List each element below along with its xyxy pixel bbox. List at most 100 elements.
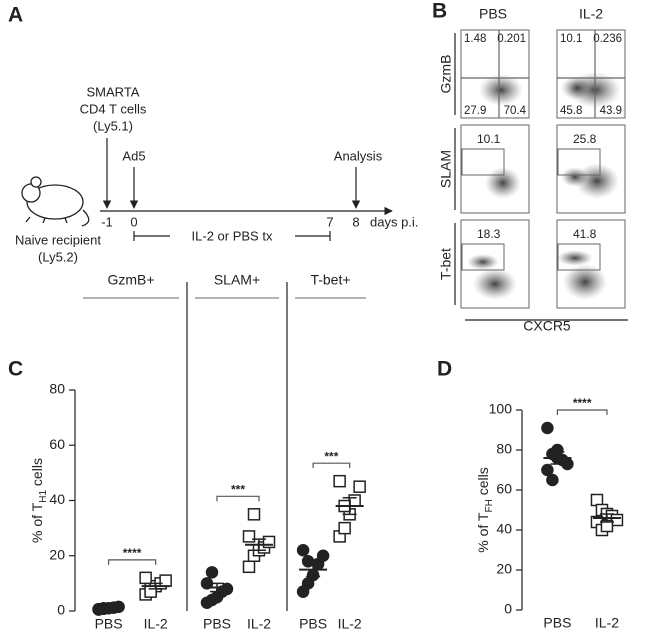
gate-value: 0.236	[593, 33, 622, 45]
gate-value: 45.8	[560, 105, 582, 117]
day-label: 0	[130, 214, 137, 229]
row-label: GzmB	[438, 55, 454, 94]
data-point	[262, 535, 276, 549]
gate-value: 10.1	[560, 33, 582, 45]
sem-bar	[599, 513, 614, 523]
y-tick-label: 0	[57, 602, 65, 618]
significance: ****	[573, 396, 592, 410]
data-point	[333, 474, 346, 488]
panel-label: C	[8, 358, 23, 381]
x-tick-label: PBS	[543, 615, 571, 631]
data-point	[159, 574, 172, 587]
data-point	[541, 463, 554, 477]
x-tick-label: IL-2	[144, 616, 168, 632]
annotation: IL-2 or PBS tx	[192, 228, 273, 243]
group-title: SLAM+	[214, 272, 260, 288]
gate-value: 43.9	[600, 105, 622, 117]
y-axis-label-part: cells	[29, 458, 45, 490]
cell-cloud	[561, 76, 593, 100]
gate-value: 1.48	[464, 33, 486, 45]
gate-value: 0.201	[497, 33, 526, 45]
y-axis-label-part: % of T	[29, 502, 45, 543]
y-tick-label: 100	[489, 401, 513, 417]
group-title: T-bet+	[310, 272, 350, 288]
significance: ***	[231, 482, 245, 496]
y-tick-label: 60	[496, 481, 512, 497]
gate-value: 41.8	[573, 227, 597, 241]
significance-bracket	[216, 495, 260, 502]
data-point	[301, 555, 315, 568]
panel-label: A	[8, 4, 23, 27]
mouse-icon	[21, 176, 90, 227]
sem-bar	[210, 582, 224, 593]
data-point	[541, 421, 554, 435]
x-tick-label: PBS	[203, 616, 231, 632]
annotation: (Ly5.2)	[38, 249, 78, 264]
annotation: (Ly5.1)	[93, 118, 133, 133]
x-tick-label: PBS	[299, 616, 327, 632]
y-tick-label: 0	[504, 601, 512, 617]
y-axis-label: % of TH1 cells	[29, 458, 49, 543]
gate	[557, 243, 601, 271]
cell-cloud	[485, 167, 521, 199]
column-label: IL-2	[579, 6, 603, 22]
sem-bar	[306, 561, 321, 578]
row-label: T-bet	[438, 248, 454, 280]
y-tick-label: 80	[496, 441, 512, 457]
cell-cloud	[557, 250, 593, 266]
x-tick-label: IL-2	[595, 615, 619, 631]
gate	[557, 148, 601, 176]
y-tick-label: 40	[49, 491, 65, 507]
cell-cloud	[467, 254, 499, 270]
annotation: Analysis	[334, 148, 383, 163]
y-tick-label: 20	[49, 546, 65, 562]
significance-bracket	[108, 559, 157, 565]
row-label: SLAM	[438, 150, 454, 188]
sem-bar	[101, 606, 116, 610]
data-point	[144, 585, 157, 598]
y-axis-label-part: cells	[475, 467, 491, 499]
panel-label: B	[432, 0, 447, 23]
y-tick-label: 40	[496, 521, 512, 537]
gate-value: 27.9	[464, 105, 486, 117]
x-tick-label: IL-2	[247, 616, 271, 632]
y-axis-label-part: H1	[38, 490, 49, 503]
significance: ***	[324, 449, 338, 463]
gate-value: 18.3	[477, 227, 501, 241]
gate	[461, 243, 505, 271]
x-tick-label: PBS	[95, 616, 123, 632]
y-tick-label: 80	[49, 381, 65, 397]
annotation: CD4 T cells	[80, 101, 147, 116]
y-tick-label: 20	[496, 561, 512, 577]
label-bg	[170, 230, 295, 244]
significance: ****	[123, 546, 142, 560]
data-point	[242, 530, 256, 543]
gate	[461, 148, 505, 176]
day-label: 8	[352, 214, 359, 229]
data-point	[112, 600, 125, 614]
data-point	[220, 582, 234, 596]
y-axis-label-part: FH	[484, 499, 495, 512]
significance-bracket	[312, 462, 351, 469]
data-point	[247, 508, 261, 521]
y-tick-label: 60	[49, 436, 65, 452]
annotation: Naive recipient	[15, 232, 101, 247]
cell-cloud	[479, 74, 523, 106]
group-title: GzmB+	[107, 272, 154, 288]
data-point	[242, 560, 256, 574]
data-point	[546, 473, 559, 487]
data-point	[353, 480, 366, 493]
cell-cloud	[561, 167, 589, 187]
gate-value: 25.8	[573, 132, 597, 146]
sem-bar	[342, 496, 357, 516]
data-point	[338, 521, 351, 535]
axis-label: CXCR5	[523, 318, 571, 334]
sem-bar	[148, 582, 163, 590]
cell-cloud	[563, 264, 607, 300]
cell-cloud	[473, 268, 517, 300]
gate	[461, 30, 529, 118]
panel-label: D	[437, 358, 452, 381]
y-axis-label-part: % of T	[475, 512, 491, 553]
